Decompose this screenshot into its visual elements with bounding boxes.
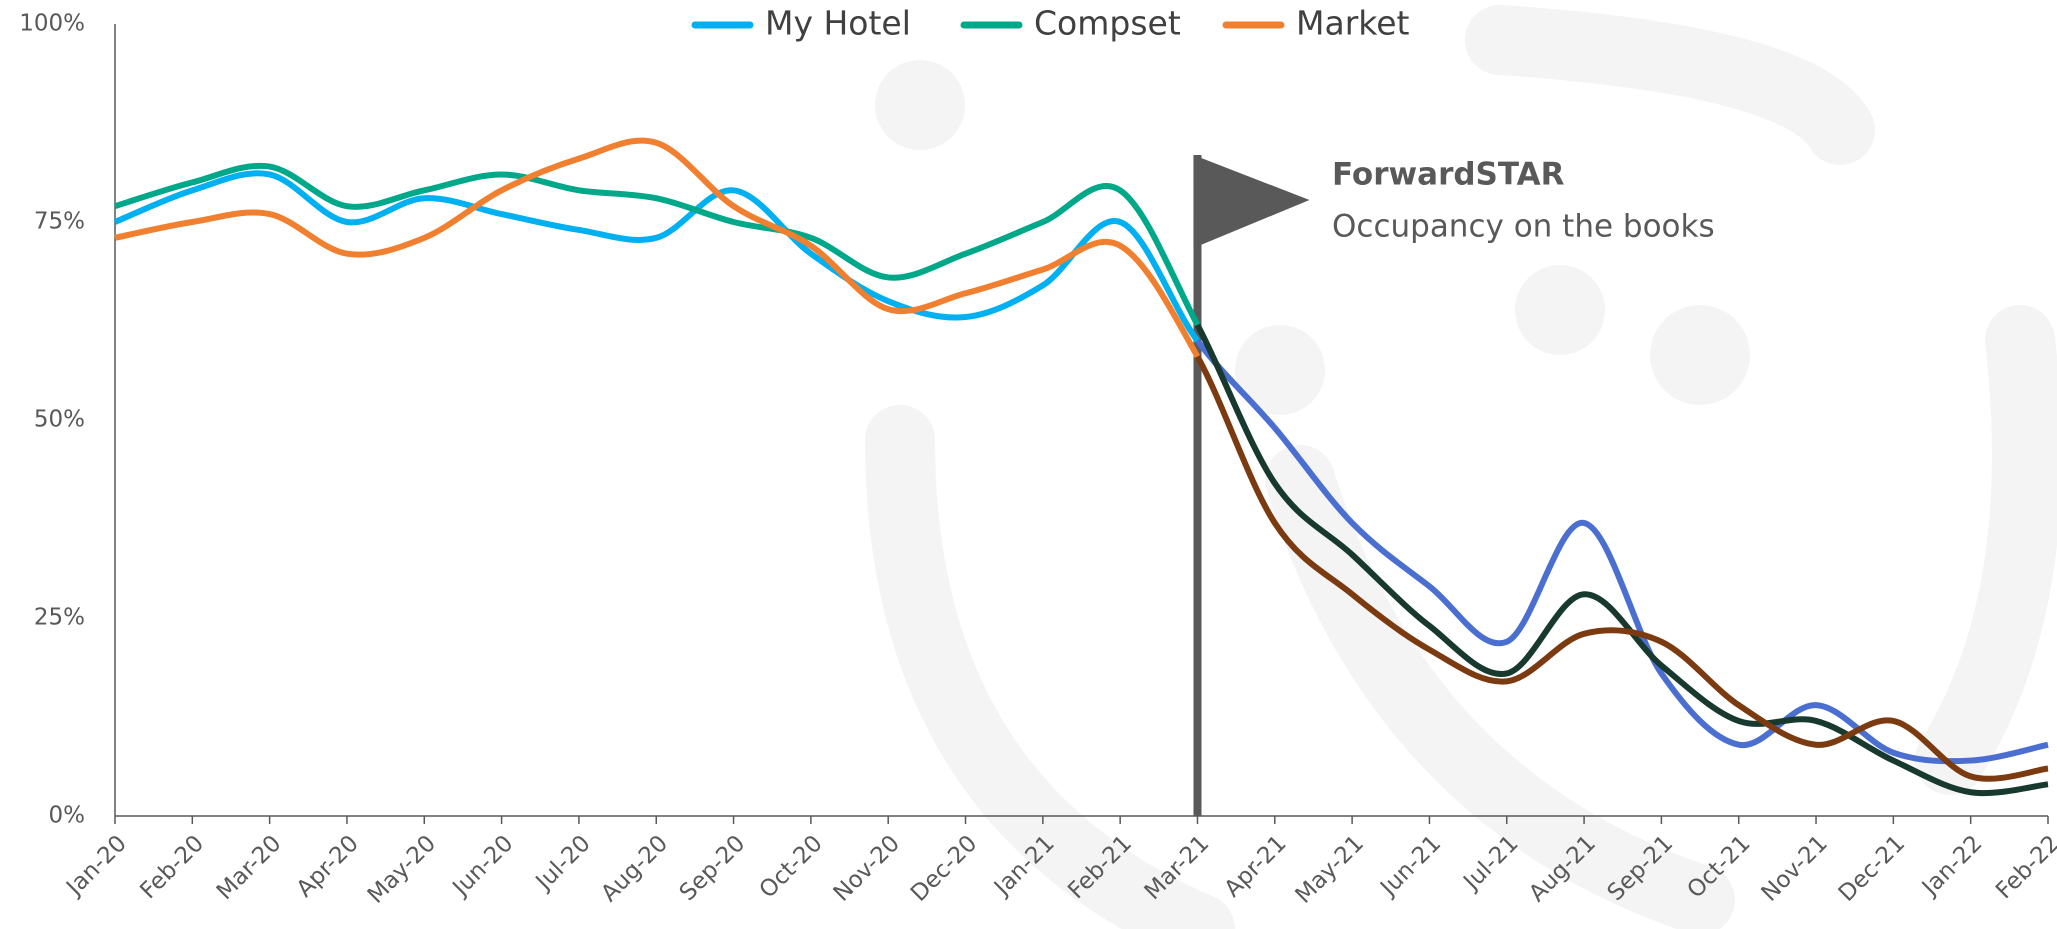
x-tick-label: Jan-20 bbox=[60, 830, 131, 901]
annotation-title: ForwardSTAR bbox=[1332, 157, 1565, 193]
x-tick-label: Jun-21 bbox=[1374, 830, 1446, 902]
x-tick-label: Nov-20 bbox=[829, 830, 905, 906]
x-tick-label: Jun-20 bbox=[447, 830, 519, 902]
legend-label: My Hotel bbox=[765, 4, 911, 43]
x-tick-label: Apr-21 bbox=[1220, 830, 1292, 902]
series-line bbox=[114, 137, 1201, 359]
watermark-dots bbox=[875, 60, 1750, 415]
x-tick-label: Apr-20 bbox=[292, 830, 364, 902]
x-tick-label: May-20 bbox=[363, 830, 441, 908]
y-tick-label: 25% bbox=[34, 605, 85, 631]
x-tick-label: Jul-20 bbox=[530, 830, 596, 896]
x-tick-label: Aug-20 bbox=[596, 830, 673, 907]
x-tick-label: Feb-22 bbox=[1991, 830, 2057, 904]
x-tick-label: Oct-20 bbox=[755, 830, 828, 903]
forward-line bbox=[1194, 355, 2049, 782]
annotation-text: Occupancy on the books bbox=[1332, 209, 1715, 245]
x-tick-label: Mar-20 bbox=[212, 830, 287, 905]
legend-label: Market bbox=[1296, 4, 1409, 43]
watermark bbox=[865, 5, 2057, 929]
x-tick-label: Jan-22 bbox=[1916, 830, 1987, 901]
flag bbox=[1193, 155, 1310, 248]
x-tick-label: May-21 bbox=[1291, 830, 1369, 908]
y-tick-label: 0% bbox=[49, 803, 86, 829]
x-tick-label: Nov-21 bbox=[1757, 830, 1833, 906]
forward-line bbox=[1194, 323, 2049, 797]
x-tick-label: Sep-20 bbox=[675, 830, 751, 906]
y-tick-label: 50% bbox=[34, 407, 85, 433]
x-tick-label: Dec-20 bbox=[906, 830, 982, 906]
x-tick-label: Jul-21 bbox=[1458, 830, 1524, 896]
y-tick-label: 75% bbox=[34, 209, 85, 235]
forward-line bbox=[1195, 338, 2049, 765]
series-line bbox=[114, 162, 1201, 327]
x-tick-label: Feb-20 bbox=[135, 830, 209, 904]
series-line bbox=[113, 170, 1200, 343]
x-tick-label: Dec-21 bbox=[1834, 830, 1910, 906]
y-tick-label: 100% bbox=[19, 11, 85, 37]
legend-label: Compset bbox=[1034, 4, 1181, 43]
